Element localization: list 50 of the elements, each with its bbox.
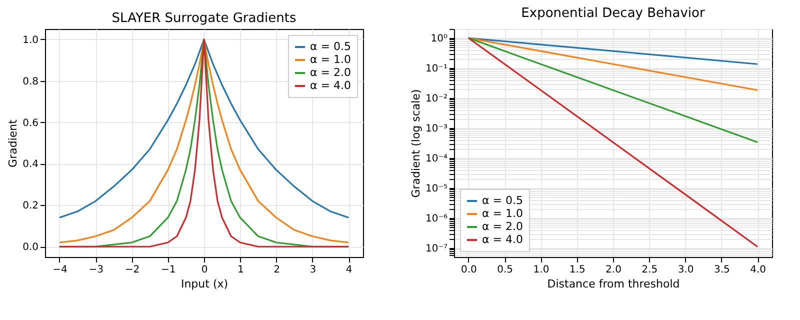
x-tick-label: 4.0: [750, 264, 766, 276]
chart-title: Exponential Decay Behavior: [521, 6, 706, 21]
x-axis-title: Input (x): [180, 278, 228, 290]
x-axis-title: Distance from threshold: [547, 278, 680, 290]
x-tick-label: 3: [310, 264, 316, 276]
y-tick-label: 1.0: [22, 34, 38, 46]
y-tick-label: 0.6: [22, 118, 38, 129]
legend-label: α = 1.0: [482, 207, 523, 220]
y-tick-label: 10⁰: [430, 34, 448, 45]
x-tick-label: 2.5: [642, 264, 658, 276]
x-tick-label: 0: [201, 264, 208, 276]
x-tick-label: 0.5: [497, 264, 514, 276]
y-tick-label: 0.4: [22, 159, 38, 170]
y-tick-label: 0.8: [22, 76, 38, 88]
x-tick-label: 2.0: [606, 264, 622, 276]
legend-label: α = 2.0: [310, 66, 351, 79]
x-tick-label: 3.0: [678, 264, 694, 276]
y-tick-label: 10⁻⁶: [425, 213, 448, 224]
x-tick-label: 4: [346, 264, 352, 276]
y-axis-title: Gradient (log scale): [409, 89, 422, 198]
y-tick-label: 0.0: [22, 242, 38, 254]
y-tick-label: 10⁻²: [425, 94, 448, 105]
legend-label: α = 4.0: [310, 79, 351, 92]
x-tick-label: 3.5: [714, 264, 730, 276]
x-tick-label: 1.0: [533, 264, 550, 276]
x-tick-label: −1: [160, 264, 176, 276]
line-series: [468, 37, 758, 91]
x-tick-label: −2: [124, 264, 140, 276]
line-series: [468, 37, 758, 65]
x-tick-label: −4: [52, 264, 68, 276]
legend-label: α = 2.0: [482, 220, 523, 233]
line-series: [468, 37, 758, 144]
y-tick-label: 10⁻⁷: [425, 243, 448, 254]
legend-label: α = 4.0: [482, 233, 523, 246]
y-tick-label: 10⁻³: [425, 124, 448, 135]
line-series: [468, 37, 758, 248]
legend-label: α = 0.5: [310, 40, 351, 53]
y-tick-label: 10⁻⁵: [425, 183, 448, 194]
y-tick-label: 10⁻⁴: [425, 153, 448, 164]
legend-label: α = 0.5: [482, 194, 523, 207]
x-tick-label: −3: [88, 264, 104, 276]
x-tick-label: 2: [274, 264, 280, 276]
y-tick-label: 0.2: [22, 200, 38, 212]
y-axis-title: Gradient: [6, 118, 20, 168]
legend-label: α = 1.0: [310, 53, 351, 66]
x-tick-label: 0.0: [461, 264, 477, 276]
y-tick-label: 10⁻¹: [425, 64, 448, 75]
chart-title: SLAYER Surrogate Gradients: [112, 11, 296, 26]
x-tick-label: 1.5: [569, 264, 586, 276]
x-tick-label: 1: [237, 264, 244, 276]
